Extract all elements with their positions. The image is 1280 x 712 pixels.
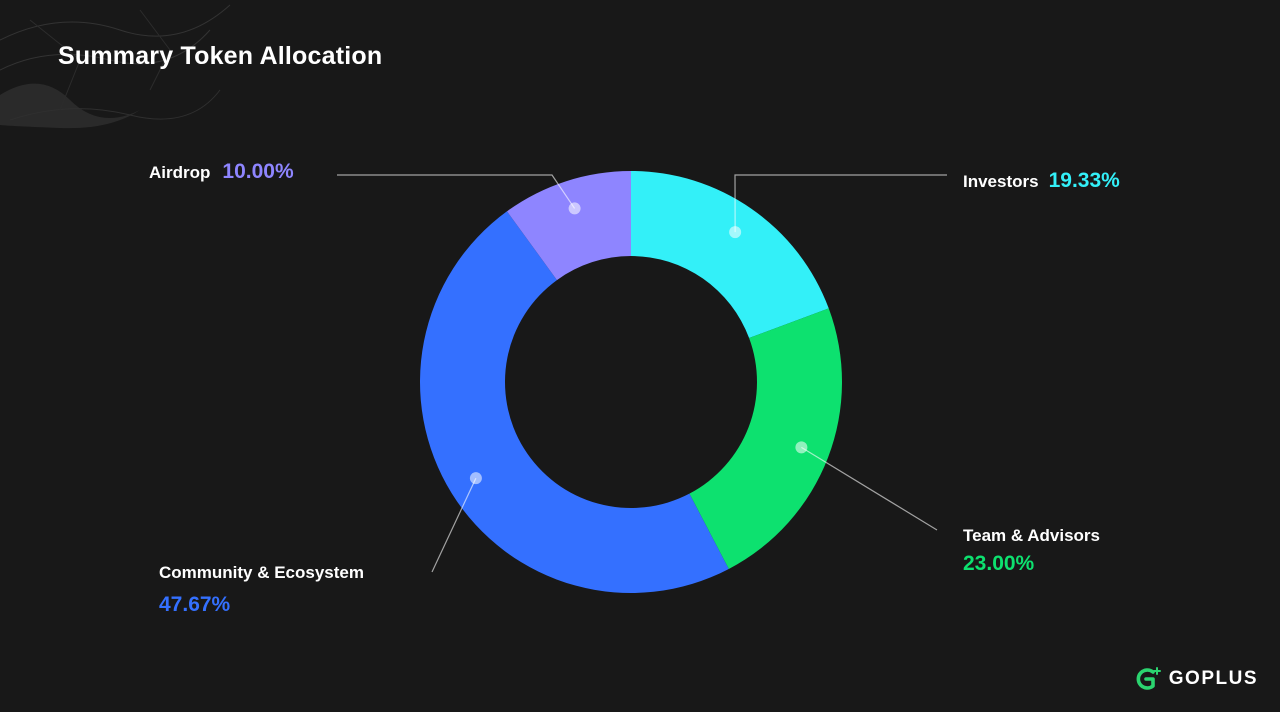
airdrop-label: Airdrop 10.00%	[149, 160, 294, 184]
community-ecosystem-name: Community & Ecosystem	[159, 563, 364, 582]
airdrop-value: 10.00%	[222, 160, 294, 183]
slice-team-advisors	[689, 308, 842, 569]
leader-line-airdrop	[337, 174, 576, 209]
investors-label: Investors 19.33%	[963, 169, 1120, 193]
slice-investors	[631, 171, 829, 339]
leader-line-team-advisors	[801, 446, 938, 531]
team-advisors-name: Team & Advisors	[963, 526, 1100, 545]
investors-name: Investors	[963, 172, 1039, 191]
slice-community-ecosystem	[419, 211, 729, 594]
slice-airdrop	[506, 171, 631, 281]
decorative-texture	[0, 4, 231, 129]
investors-value: 19.33%	[1048, 169, 1120, 192]
goplus-logo-icon	[1136, 667, 1161, 690]
airdrop-name: Airdrop	[149, 163, 211, 182]
brand-logo: GOPLUS	[1133, 666, 1258, 692]
page-title: Summary Token Allocation	[58, 42, 383, 70]
leader-line-investors	[734, 174, 947, 233]
brand-name: GOPLUS	[1168, 668, 1258, 689]
community-ecosystem-label: Community & Ecosystem 47.67%	[159, 563, 364, 617]
leader-line-community-ecosystem	[431, 477, 477, 573]
team-advisors-value: 23.00%	[963, 552, 1035, 575]
community-ecosystem-value: 47.67%	[159, 593, 231, 616]
team-advisors-label: Team & Advisors 23.00%	[963, 526, 1100, 576]
